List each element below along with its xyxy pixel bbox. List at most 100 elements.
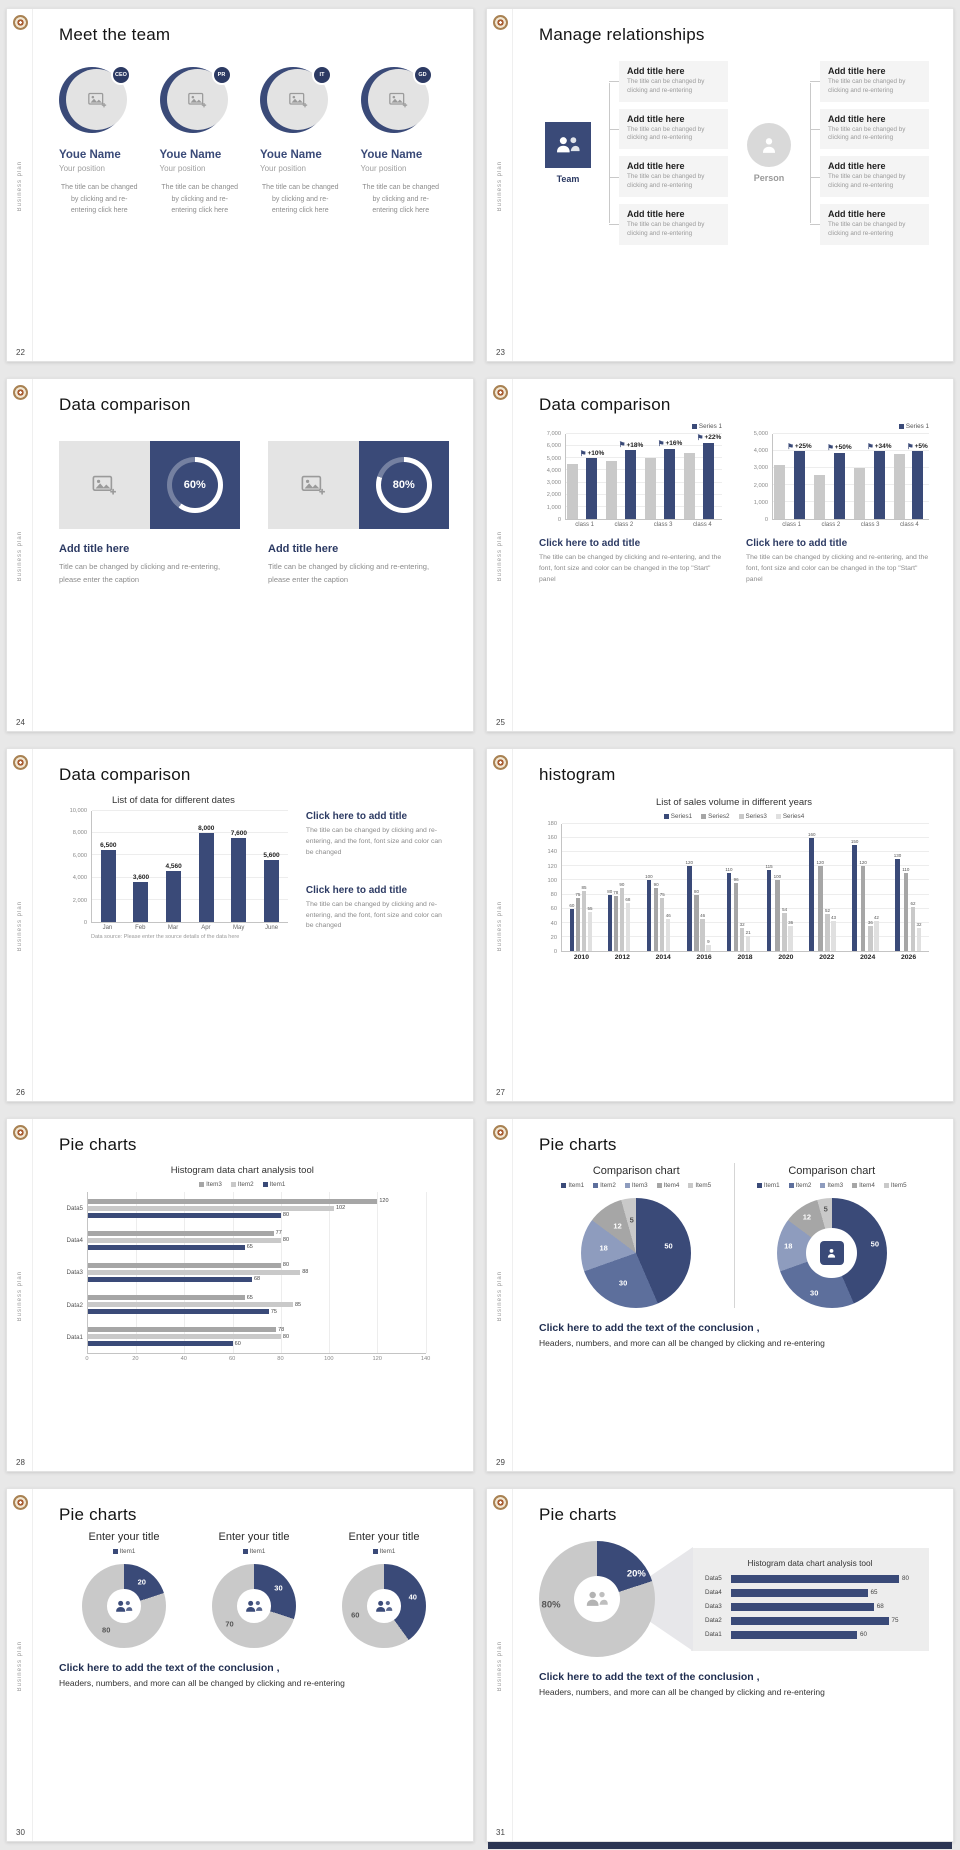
gridline xyxy=(562,865,929,867)
bar-group: 8,000 xyxy=(198,811,214,922)
y-axis-label: 120 xyxy=(547,863,558,870)
slide-26[interactable]: Business plan 26 Data comparison List of… xyxy=(6,748,474,1102)
bar xyxy=(700,918,705,951)
bar-label: 80 xyxy=(282,1333,290,1340)
legend-swatch-icon xyxy=(883,1183,889,1188)
bar xyxy=(731,1602,874,1611)
slide-content: Pie charts 20% 80% Histogram data chart a… xyxy=(513,1489,953,1841)
chart-title: List of sales volume in different years xyxy=(655,797,813,808)
bar xyxy=(745,936,751,951)
slide-31[interactable]: Business plan 31 Pie charts 20% 80% Histo… xyxy=(486,1488,954,1842)
legend-swatch-icon xyxy=(663,814,669,819)
bar-label: ⚑ +34% xyxy=(866,441,892,451)
avatar: CEO xyxy=(59,65,131,135)
slide-title: Manage relationships xyxy=(539,25,705,44)
bar xyxy=(88,1244,245,1250)
slide-23[interactable]: Business plan 23 Manage relationships Te… xyxy=(486,8,954,362)
bar-label: 60 xyxy=(569,902,575,908)
slide-27[interactable]: Business plan 27 histogram List of sales… xyxy=(486,748,954,1102)
gridline xyxy=(566,505,722,507)
legend-item: Item2 xyxy=(593,1182,616,1189)
card-desc: Title can be changed by clicking and re-… xyxy=(268,562,430,584)
bar xyxy=(766,869,772,951)
flag-icon: ⚑ xyxy=(827,443,834,453)
team-entity: Team xyxy=(539,61,597,245)
bar-label: ⚑ +50% xyxy=(827,443,852,453)
crest-logo-icon xyxy=(492,1125,508,1140)
bar-group: ⚑ +22% xyxy=(683,434,721,519)
legend-item: Item5 xyxy=(688,1182,711,1189)
bar-label: 32 xyxy=(916,922,922,928)
legend-item: Item3 xyxy=(820,1182,843,1189)
slide-content: Meet the team CEO Youe Name Your position T… xyxy=(33,9,473,361)
slide-30[interactable]: Business plan 30 Pie charts Enter your t… xyxy=(6,1488,474,1842)
bar-group: 120 80 46 9 xyxy=(686,824,711,951)
bar xyxy=(88,1237,281,1243)
donut-hole xyxy=(806,1227,858,1279)
x-axis-label: 2010 xyxy=(573,954,589,961)
side-vertical-label: Business plan xyxy=(17,1271,23,1322)
bar xyxy=(665,918,671,951)
conclusion-text: Headers, numbers, and more can all be ch… xyxy=(539,1338,825,1348)
bar-group: 110 96 32 21 xyxy=(725,824,751,951)
gridline xyxy=(566,445,722,447)
bar xyxy=(860,866,866,951)
gridline xyxy=(92,854,288,856)
avatar: PR xyxy=(159,65,232,135)
image-placeholder-icon xyxy=(166,69,228,130)
x-axis-label: 140 xyxy=(420,1356,431,1362)
donut-chart-host: 20% 80% xyxy=(539,1541,655,1657)
legend-label: Item2 xyxy=(795,1182,812,1189)
legend-item: Item1 xyxy=(242,1548,265,1555)
bar-label: 78 xyxy=(278,1326,285,1333)
slide-29[interactable]: Business plan 29 Pie charts Comparison c… xyxy=(486,1118,954,1472)
team-icon xyxy=(545,121,591,168)
bar xyxy=(88,1341,233,1347)
slide-side-strip: Business plan xyxy=(487,749,513,1101)
gridline xyxy=(566,469,722,471)
pie-chart-host: Comparison chart Item1 Item2 Item3 Item4 Item… xyxy=(539,1163,734,1308)
donut-chart-host: Comparison chart Item1 Item2 Item3 Item4 Item… xyxy=(733,1163,930,1308)
relation-items-right: Add title here The title can be changed b… xyxy=(810,61,929,245)
bar xyxy=(646,880,652,951)
slide-24[interactable]: Business plan 24 Data comparison 60% Add … xyxy=(6,378,474,732)
bar-group: 4,560 xyxy=(165,811,182,922)
slide-number: 27 xyxy=(496,1088,505,1097)
cell-31: Business plan 31 Pie charts 20% 80% Histo… xyxy=(480,1480,960,1850)
side-block: Click here to add title The title can be… xyxy=(306,875,449,933)
y-axis-label: 0 xyxy=(83,920,87,926)
member-description: The title can be changed by clicking and… xyxy=(362,184,440,215)
y-axis-label: 2,000 xyxy=(546,492,561,499)
bar-label: 80 xyxy=(607,888,613,894)
x-axis-label: class 1 xyxy=(782,522,801,528)
legend-item: Series3 xyxy=(738,813,767,820)
slide-22[interactable]: Business plan 22 Meet the team CEO Youe N… xyxy=(6,8,474,362)
bar xyxy=(831,920,836,951)
bar xyxy=(88,1262,281,1268)
legend-swatch-icon xyxy=(701,814,707,819)
bar xyxy=(731,1630,857,1639)
crest-logo-icon xyxy=(12,1125,28,1140)
gridline xyxy=(566,493,722,495)
slide-28[interactable]: Business plan 28 Pie charts Histogram da… xyxy=(6,1118,474,1472)
slide-content: Manage relationships Team Add title here… xyxy=(513,9,953,361)
legend-swatch-icon xyxy=(738,814,744,819)
bar xyxy=(833,452,845,519)
bar-label: 8,000 xyxy=(198,825,215,833)
side-blocks: Click here to add title The title can be… xyxy=(306,795,449,940)
bar-group: ⚑ +18% xyxy=(605,434,643,519)
legend-swatch-icon xyxy=(593,1183,599,1188)
comparison-card: 60% Add title here Title can be changed by… xyxy=(59,441,240,587)
conclusion: Click here to add the text of the conclu… xyxy=(539,1671,929,1697)
slide-25[interactable]: Business plan 25 Data comparison Series … xyxy=(486,378,954,732)
side-vertical-label: Business plan xyxy=(17,901,23,952)
progress-ring: 60% xyxy=(166,457,223,513)
x-axis-label: 2018 xyxy=(737,954,753,961)
bar-label: 90 xyxy=(619,881,625,887)
bar-group: ⚑ +25% xyxy=(774,434,812,519)
legend-item: Item1 xyxy=(756,1182,780,1189)
cell-22: Business plan 22 Meet the team CEO Youe N… xyxy=(0,0,480,370)
slide-content: Pie charts Enter your title Item1 20 80 Ent… xyxy=(33,1489,473,1841)
bar-label: 150 xyxy=(850,839,859,845)
bar xyxy=(653,887,659,951)
